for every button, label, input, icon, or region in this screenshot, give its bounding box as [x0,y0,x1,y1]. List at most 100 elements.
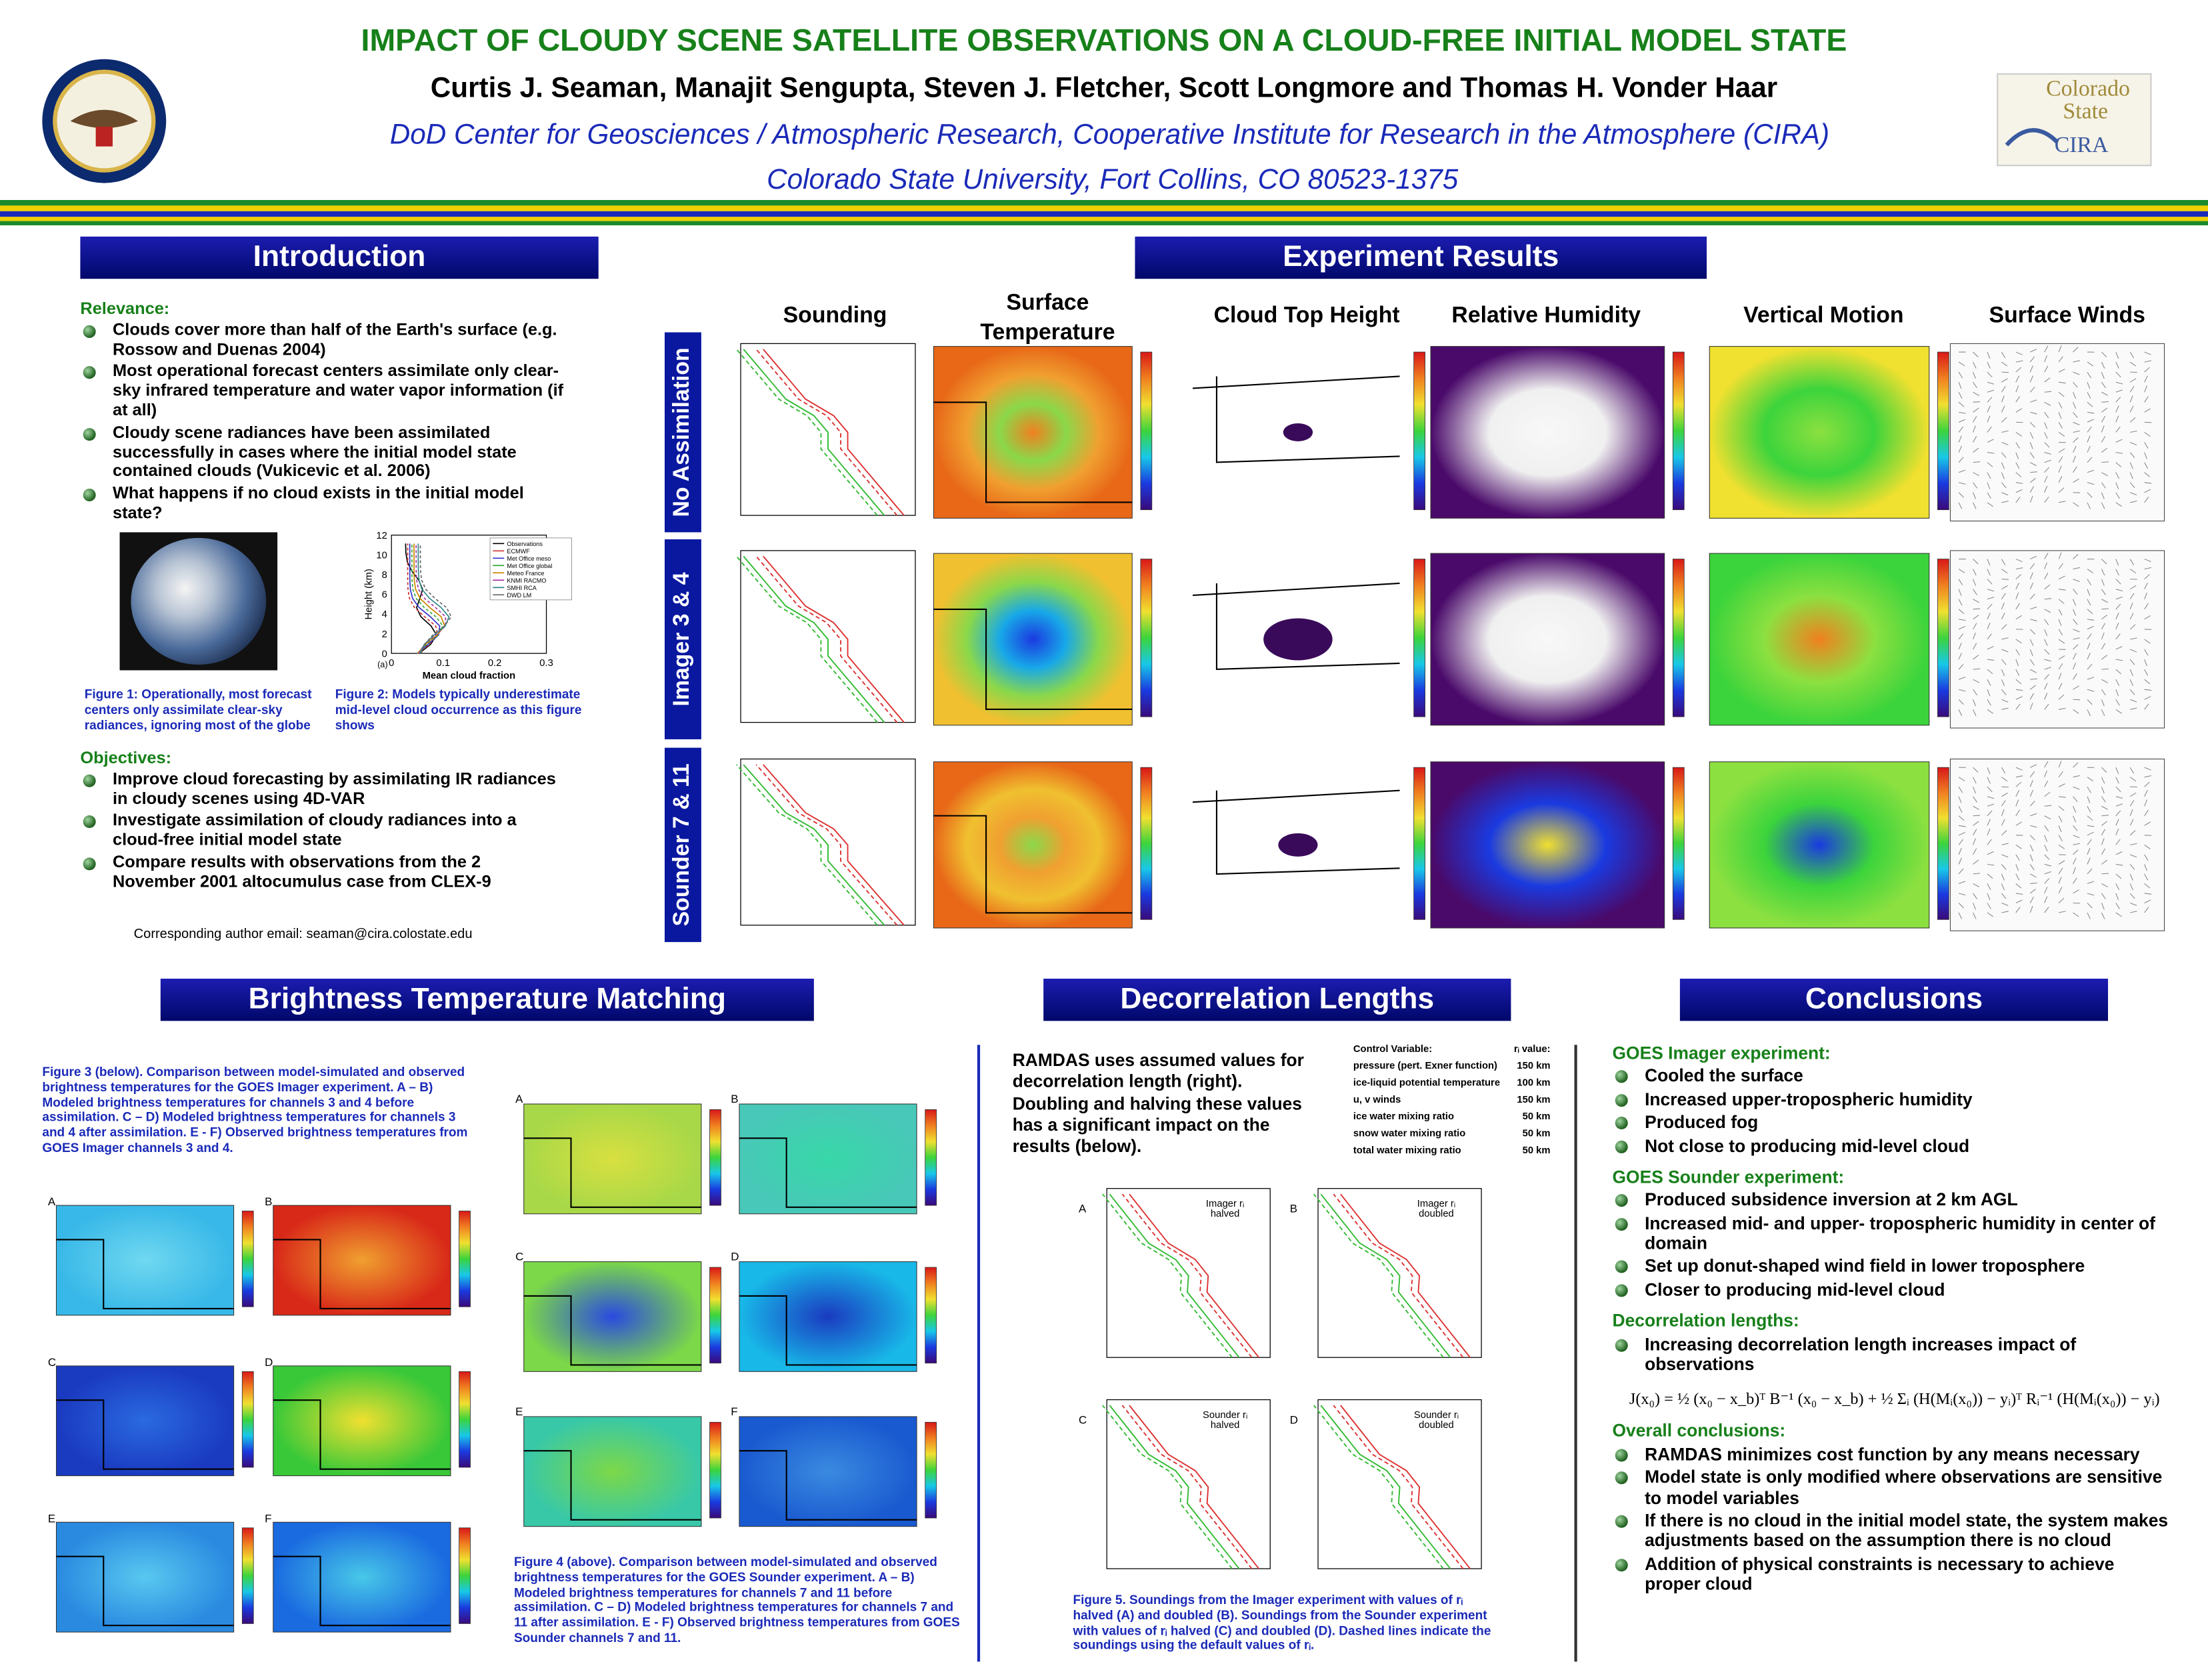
wind-vector [2058,860,2065,865]
wind-vector [2130,843,2137,845]
wind-vector [2001,873,2005,881]
wind-vector [2073,653,2077,660]
wind-vector [2129,883,2133,891]
wind-vector [2001,699,2009,703]
figure-panel [55,1365,254,1477]
wind-vector [2129,792,2137,797]
wind-vector [2101,689,2106,696]
wind-vector [2129,809,2133,816]
profile [1121,1405,1253,1569]
wind-vector [2087,633,2092,640]
bullet-item: If there is no cloud in the initial mode… [1613,1511,2169,1551]
wind-vector [2129,405,2134,413]
wind-vector [2115,389,2123,393]
legend-entry: DWD LM [507,592,531,599]
wind-vector [2073,889,2079,894]
wind-vector [2101,482,2106,489]
panel-letter: C [1078,1413,1087,1427]
wind-vector [2144,408,2151,413]
profile [755,764,898,926]
wind-vector [2001,472,2005,479]
wind-vector [2015,442,2020,449]
table-row: ice-liquid potential temperature 100 km [1353,1079,1551,1089]
wind-vector [2029,693,2034,700]
column-header: Sounding [783,304,887,329]
panel-letter: E [47,1512,56,1525]
wind-vector [2087,457,2093,463]
wind-vector [2001,602,2005,610]
wind-vector [2073,673,2077,680]
conclusions-block: GOES Imager experiment: Cooled the surfac… [1613,1043,2169,1597]
wind-vector [2115,863,2123,866]
wind-vector [1987,415,1991,423]
wind-vector [1987,786,1993,793]
wind-vector [2029,854,2033,861]
wind-vector [1958,609,1965,615]
profile [1313,1193,1444,1358]
wind-vector [2087,419,2094,423]
border [1193,582,1400,671]
wind-vector [2044,896,2048,903]
tick-label: 8 [382,570,387,581]
bullet-list: Improve cloud forecasting by assimilatin… [80,769,566,892]
colorbar [1413,559,1426,717]
wind-vector [1958,371,1963,379]
wind-vector [2029,835,2036,841]
wind-vector [2030,349,2037,353]
wind-vector [2029,659,2035,666]
figure-caption: Figure 1: Operationally, most forecast c… [84,687,312,732]
wind-vector [2058,391,2065,397]
legend-entry: Observations [507,541,543,547]
figure-panel [1313,1399,1482,1569]
wind-vector [1958,893,1966,896]
wind-vector [1987,351,1991,359]
map [1709,761,1930,929]
wind-vector [2101,391,2108,396]
wind-vector [2115,786,2121,793]
wind-vector [2029,639,2034,646]
wind-vector [2058,356,2063,363]
wind-vector [2001,430,2009,433]
wind-vector [2001,679,2005,687]
wind-vector [2030,606,2037,610]
wind-vector [2115,482,2119,489]
wind-vector [2087,469,2095,473]
wind-vector [2015,375,2020,383]
map [739,1416,917,1527]
wind-vector [2059,381,2066,384]
wind-vector [2101,407,2108,413]
wind-vector [2115,839,2121,845]
wind-vector [2087,411,2095,414]
wind-vector [2015,790,2020,797]
figure-panel [55,1521,254,1633]
wind-vector [2001,501,2009,503]
wind-vector [2101,502,2105,509]
colorbar [241,1371,254,1468]
border [56,1239,234,1309]
figure-panel [1193,349,1426,516]
wind-vector [2044,693,2048,700]
wind-vector [2015,367,2022,373]
wind-vector [2115,819,2119,826]
header-stripes [0,199,2208,225]
profile [743,555,885,723]
map [1709,346,1930,519]
wind-vector [2044,878,2050,884]
bullet-item: Cloudy scene radiances have been assimil… [80,422,566,481]
wind-vector [2058,707,2066,710]
legend-entry: Met Office meso [507,555,551,562]
wind-vector [2058,563,2063,569]
wind-vector [2087,663,2093,670]
wind-vector [2001,800,2006,807]
wind-vector [1973,472,1980,477]
column-header: Surface Winds [1989,304,2145,329]
wind-vector [2087,677,2095,680]
wind-vector [2044,805,2052,807]
profile [735,349,878,516]
panel-letter: D [1289,1413,1299,1427]
wind-vector [2115,361,2119,369]
wind-vector [1958,677,1966,680]
wind-vector [2058,761,2062,768]
wind-vector [1958,469,1966,473]
wind-vector [2087,609,2093,615]
